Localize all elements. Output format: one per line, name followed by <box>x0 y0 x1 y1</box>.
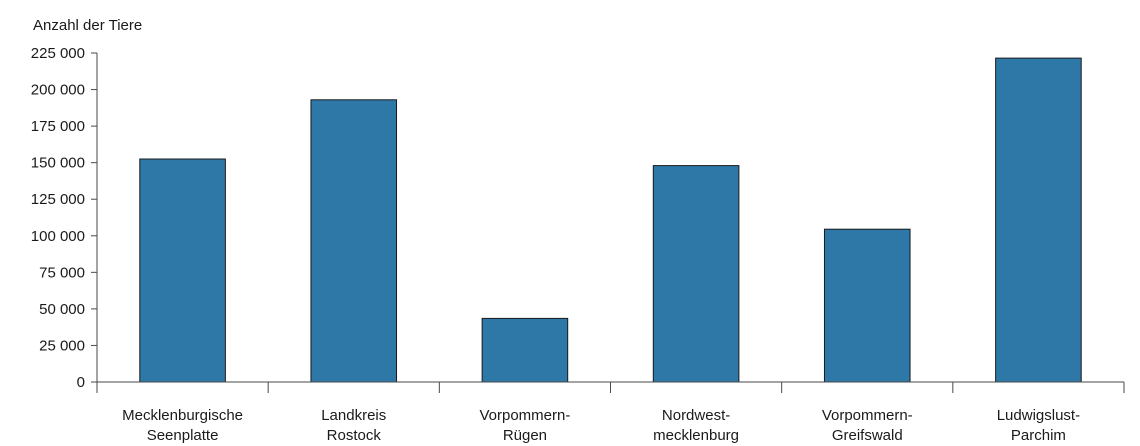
x-tick-label-line: Rostock <box>327 427 382 444</box>
x-tick-label-line: Seenplatte <box>147 427 219 444</box>
y-tick-label: 50 000 <box>39 301 85 318</box>
x-tick-label: Landkreis Rostock <box>321 407 386 444</box>
x-tick-label-line: Landkreis <box>321 407 386 424</box>
x-tick-label: Nordwest-mecklenburg <box>653 407 739 444</box>
x-tick-label-line: Greifswald <box>832 427 903 444</box>
bars <box>139 57 1082 383</box>
x-tick-label-line: Ludwigslust- <box>997 407 1080 424</box>
x-tick-label-line: Vorpommern- <box>479 407 570 424</box>
y-tick-label: 25 000 <box>39 337 85 354</box>
x-tick-label-line: Rügen <box>503 427 547 444</box>
y-tick-label: 100 000 <box>31 228 85 245</box>
bar <box>481 317 569 383</box>
bar <box>995 57 1082 383</box>
y-tick-label: 225 000 <box>31 45 85 62</box>
y-tick-label: 200 000 <box>31 82 85 99</box>
x-tick-label: Mecklenburgische Seenplatte <box>122 407 243 444</box>
y-tick-label: 150 000 <box>31 155 85 172</box>
y-tick-label: 75 000 <box>39 264 85 281</box>
y-tick-label: 175 000 <box>31 118 85 135</box>
bar <box>139 158 226 383</box>
x-tick-label-line: Vorpommern- <box>822 407 913 424</box>
x-axis: Mecklenburgische Seenplatte Landkreis Rosto… <box>96 381 1125 444</box>
x-tick-label-line: Nordwest- <box>662 407 730 424</box>
y-axis-title: Anzahl der Tiere <box>33 17 142 34</box>
y-axis: 0 25 000 50 000 75 000 100 000 125 000 150 000… <box>31 45 98 391</box>
x-tick-label-line: Mecklenburgische <box>122 407 243 424</box>
bar <box>652 165 740 383</box>
x-tick-label: Vorpommern- Rügen <box>479 407 570 444</box>
bar <box>310 99 398 383</box>
bar <box>823 228 911 383</box>
y-tick-label: 0 <box>77 374 85 391</box>
y-tick-label: 125 000 <box>31 191 85 208</box>
x-tick-label-line: mecklenburg <box>653 427 739 444</box>
x-tick-label: Vorpommern- Greifswald <box>822 407 913 444</box>
x-tick-label-line: Parchim <box>1011 427 1066 444</box>
x-tick-label: Ludwigslust- Parchim <box>997 407 1080 444</box>
